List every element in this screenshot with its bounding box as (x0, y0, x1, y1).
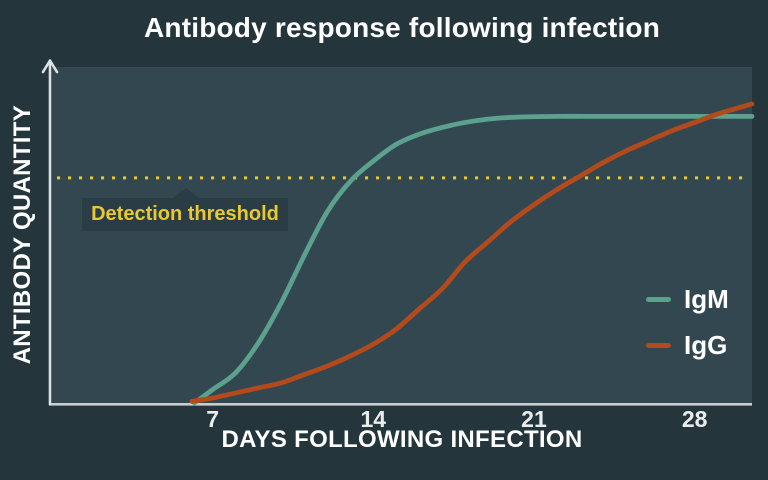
y-axis-title-text: ANTIBODY QUANTITY (9, 105, 36, 365)
legend-swatch-igg (646, 342, 671, 348)
plot-area (52, 67, 752, 403)
x-tick-label-28: 28 (681, 406, 708, 432)
x-axis-title: DAYS FOLLOWING INFECTION (221, 426, 583, 453)
series-line-igg (189, 101, 755, 404)
x-tick-label-21: 21 (521, 406, 547, 432)
legend-swatch-igm (646, 296, 671, 302)
y-axis-arrow-icon (41, 59, 59, 74)
page-title: Antibody response following infection (143, 12, 661, 43)
legend: IgM IgG (646, 283, 729, 377)
legend-item-igm: IgM (646, 283, 729, 314)
legend-label-igg: IgG (684, 329, 728, 360)
x-tick-label-14: 14 (360, 406, 387, 432)
legend-label-igm: IgM (684, 283, 729, 314)
threshold-label: Detection threshold (91, 203, 279, 225)
x-tick-label-7: 7 (206, 406, 220, 432)
series-line-igm (191, 113, 755, 406)
legend-item-igg: IgG (646, 329, 729, 360)
y-axis-title: ANTIBODY QUANTITY (0, 67, 46, 403)
threshold-callout: Detection threshold (82, 188, 288, 231)
